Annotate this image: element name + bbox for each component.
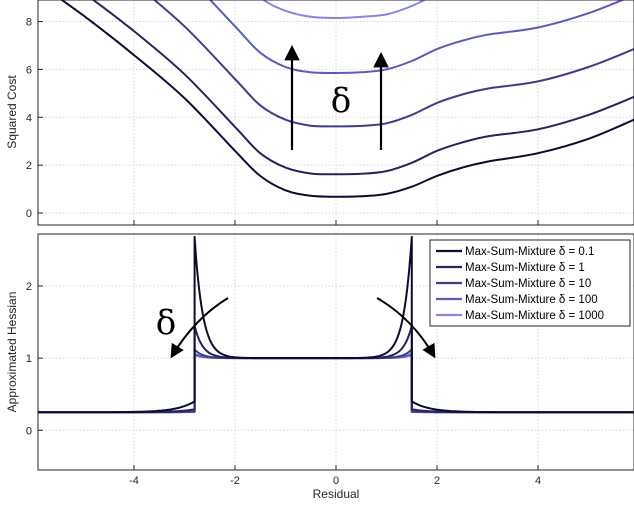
hessian-plot-frame [37, 233, 634, 471]
y-tick-label: 0 [26, 425, 32, 437]
hessian-line-delta-0-1 [38, 235, 634, 414]
cost-series-lines [60, 0, 634, 198]
y-tick-label: 2 [26, 281, 32, 293]
cost-delta-annotation: δ [284, 44, 389, 150]
hessian-delta-annotation: δ [156, 297, 436, 359]
down-arrow-right [376, 297, 436, 359]
hessian-x-ticks: -4 -2 0 2 4 [129, 465, 541, 487]
legend-label-delta-10: Max-Sum-Mixture δ = 10 [465, 278, 591, 290]
y-tick-label: 8 [26, 17, 32, 29]
hessian-y-axis-label: Approximated Hessian [5, 292, 19, 413]
down-arrow-left [170, 297, 229, 359]
cost-line-delta-100 [208, 0, 625, 75]
x-tick-label: -4 [129, 475, 139, 487]
cost-line-delta-10 [152, 0, 634, 128]
legend-label-delta-100: Max-Sum-Mixture δ = 100 [465, 294, 598, 306]
legend-label-delta-1000: Max-Sum-Mixture δ = 1000 [465, 310, 604, 322]
cost-plot: 0 2 4 6 8 Squared Cost δ [5, 0, 634, 226]
cost-line-delta-1 [91, 0, 634, 176]
hessian-delta-label: δ [156, 303, 176, 343]
x-axis-label: Residual [313, 487, 360, 501]
legend: Max-Sum-Mixture δ = 0.1 Max-Sum-Mixture δ… [429, 239, 631, 327]
y-tick-label: 4 [26, 112, 32, 124]
legend-label-delta-1: Max-Sum-Mixture δ = 1 [465, 262, 585, 274]
cost-line-delta-1000 [261, 0, 427, 20]
y-tick-label: 1 [26, 353, 32, 365]
cost-grid [38, 0, 634, 225]
x-tick-label: 0 [333, 475, 339, 487]
x-tick-label: 2 [434, 475, 440, 487]
hessian-series-lines [38, 235, 634, 414]
hessian-y-ticks: 0 1 2 [26, 281, 43, 437]
y-tick-label: 2 [26, 160, 32, 172]
cost-plot-frame [37, 0, 634, 226]
legend-box [429, 239, 631, 327]
cost-line-delta-0-1 [60, 0, 634, 198]
hessian-plot: 0 1 2 -4 -2 0 2 4 Approximated Hessian Residua… [5, 233, 634, 501]
legend-items: Max-Sum-Mixture δ = 0.1 Max-Sum-Mixture δ… [436, 246, 604, 322]
x-tick-label: -2 [230, 475, 240, 487]
legend-label-delta-0-1: Max-Sum-Mixture δ = 0.1 [465, 246, 594, 258]
y-tick-label: 6 [26, 64, 32, 76]
y-tick-label: 0 [26, 208, 32, 220]
cost-y-ticks: 0 2 4 6 8 [26, 17, 539, 225]
cost-y-axis-label: Squared Cost [5, 75, 19, 149]
x-tick-label: 4 [535, 475, 541, 487]
cost-delta-label: δ [331, 81, 351, 121]
